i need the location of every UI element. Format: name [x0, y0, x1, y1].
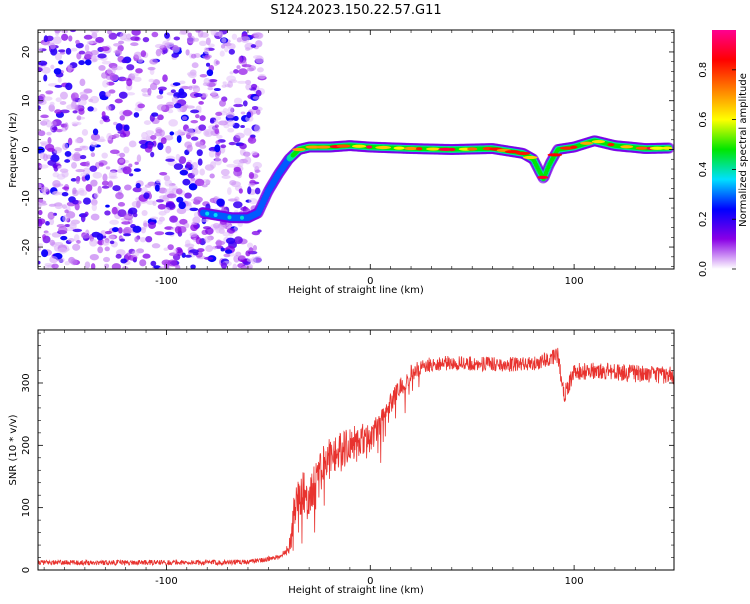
spectrogram-heatmap: [38, 30, 674, 269]
colorbar-tick-label: 0.8: [698, 62, 709, 78]
colorbar-gradient: [712, 30, 736, 269]
spectrogram-ytick-label: 0: [21, 146, 32, 152]
snr-frame: [37, 329, 675, 571]
snr-ytick-label: 200: [21, 436, 32, 455]
snr-xtick-label: 0: [367, 576, 373, 587]
spectrogram-ylabel: Frequency (Hz): [8, 112, 19, 188]
spectrogram-ytick-label: -20: [21, 239, 32, 255]
figure-title: S124.2023.150.22.57.G11: [270, 3, 441, 18]
spectrogram-xtick-label: 0: [367, 276, 373, 287]
spectrogram-xlabel: Height of straight line (km): [288, 285, 424, 296]
snr-ytick-label: 0: [21, 567, 32, 573]
snr-series-line: [38, 347, 674, 567]
snr-ticks: -100 0 100 0 100 200 300: [21, 330, 674, 587]
snr-xtick-label: 100: [565, 576, 584, 587]
spectrogram-ytick-label: 20: [21, 46, 32, 59]
colorbar-tick-label: 0.2: [698, 211, 709, 227]
colorbar-label: Normalized spectral amplitude: [738, 73, 749, 227]
snr-xtick-label: -100: [155, 576, 178, 587]
colorbar-tick-label: 0.4: [698, 161, 709, 177]
snr-xlabel: Height of straight line (km): [288, 585, 424, 596]
spectrogram-xtick-label: 100: [565, 276, 584, 287]
snr-ytick-label: 300: [21, 373, 32, 392]
snr-ytick-label: 100: [21, 498, 32, 517]
colorbar-ticks: 0.0 0.2 0.4 0.6 0.8: [698, 62, 736, 277]
spectrogram-ytick-label: 10: [21, 94, 32, 107]
colorbar-tick-label: 0.0: [698, 261, 709, 277]
snr-panel: -100 0 100 0 100 200 300 Height of straight li…: [8, 329, 675, 596]
spectrogram-ytick-label: -10: [21, 190, 32, 206]
snr-ylabel: SNR (10 * v/v): [8, 414, 19, 485]
colorbar: 0.0 0.2 0.4 0.6 0.8 Normalized spectral ampl…: [698, 30, 749, 277]
colorbar-tick-label: 0.6: [698, 112, 709, 128]
spectrogram-xtick-label: -100: [155, 276, 178, 287]
